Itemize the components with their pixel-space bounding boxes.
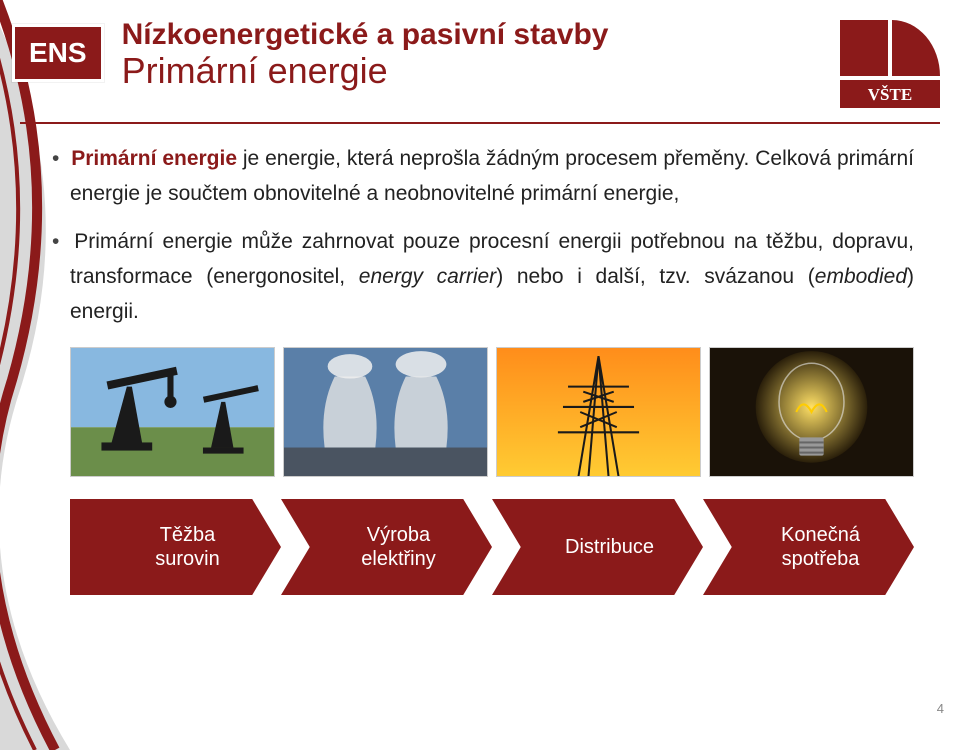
chevron-2: Výrobaelektřiny — [281, 499, 492, 595]
lightbulb-photo — [709, 347, 914, 477]
bullet-1: Primární energie je energie, která nepro… — [70, 142, 914, 211]
oil-pumpjack-photo — [70, 347, 275, 477]
ens-badge: ENS — [12, 24, 104, 82]
chevron-4-l1: Konečná — [769, 524, 860, 546]
bullet-1-lead: Primární energie — [71, 147, 237, 170]
title-block: Nízkoenergetické a pasivní stavby Primár… — [122, 18, 840, 92]
power-lines-photo — [496, 347, 701, 477]
image-row — [70, 347, 914, 477]
chevron-3: Distribuce — [492, 499, 703, 595]
chevron-3-l1: Distribuce — [553, 536, 654, 558]
vste-logo: VŠTE — [840, 20, 940, 108]
logo-text: VŠTE — [868, 85, 912, 104]
chevron-row: Těžbasurovin Výrobaelektřiny Distribuce … — [70, 499, 914, 595]
body-content: Primární energie je energie, která nepro… — [0, 124, 960, 329]
title-line2: Primární energie — [122, 50, 840, 92]
bullet-2: Primární energie může zahrnovat pouze pr… — [70, 225, 914, 329]
bullet-2-i1: energy carrier — [359, 265, 496, 288]
chevron-1: Těžbasurovin — [70, 499, 281, 595]
title-line1: Nízkoenergetické a pasivní stavby — [122, 18, 840, 52]
bullet-2-p2: ) nebo i další, tzv. svázanou ( — [496, 265, 815, 288]
page-number: 4 — [937, 701, 944, 716]
bullet-2-i2: embodied — [815, 265, 907, 288]
chevron-4: Konečnáspotřeba — [703, 499, 914, 595]
chevron-4-l2: spotřeba — [770, 548, 860, 570]
nuclear-plant-photo — [283, 347, 488, 477]
slide-header: ENS Nízkoenergetické a pasivní stavby Pr… — [0, 0, 960, 108]
chevron-2-l2: elektřiny — [349, 548, 435, 570]
chevron-2-l1: Výroba — [355, 524, 430, 546]
chevron-1-l2: surovin — [143, 548, 219, 570]
chevron-1-l1: Těžba — [148, 524, 216, 546]
